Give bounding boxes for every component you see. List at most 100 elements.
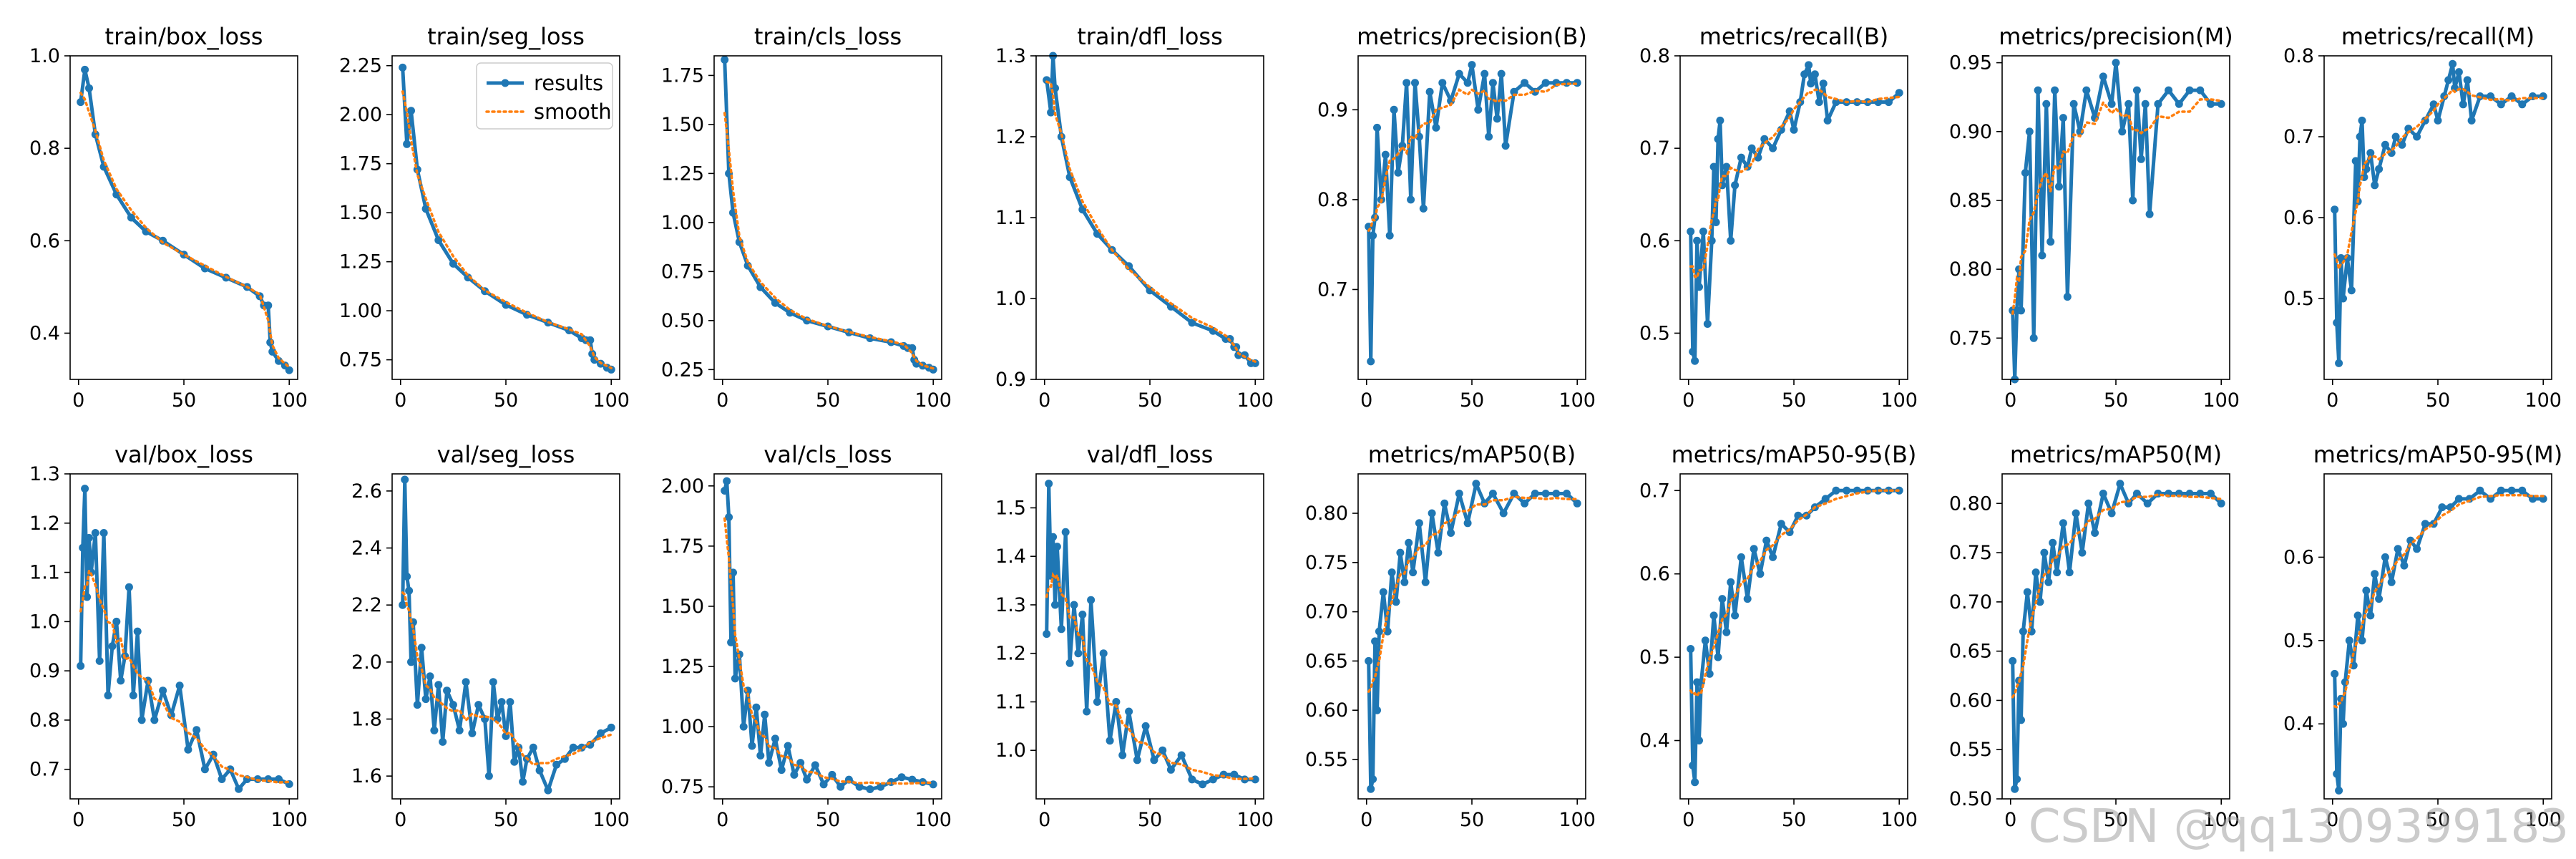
x-tick-label: 50 bbox=[494, 389, 518, 412]
results-point bbox=[484, 772, 493, 780]
results-point bbox=[264, 301, 273, 310]
y-tick-label: 1.0 bbox=[995, 739, 1026, 762]
results-point bbox=[2009, 656, 2017, 665]
axes-frame bbox=[2323, 55, 2552, 380]
results-point bbox=[1843, 486, 1851, 495]
results-point bbox=[1390, 105, 1398, 114]
axes-frame bbox=[1357, 55, 1586, 380]
y-tick-label: 1.50 bbox=[661, 596, 704, 618]
results-point bbox=[85, 84, 93, 92]
results-point bbox=[2358, 116, 2366, 125]
results-point bbox=[117, 676, 125, 685]
results-point bbox=[1369, 775, 1377, 783]
panel-title: val/cls_loss bbox=[763, 441, 892, 468]
results-point bbox=[175, 681, 184, 690]
results-line bbox=[401, 477, 613, 792]
results-point bbox=[1541, 79, 1550, 87]
results-point bbox=[2143, 499, 2152, 508]
results-point bbox=[761, 710, 769, 719]
results-point bbox=[1405, 538, 1413, 547]
results-point bbox=[159, 236, 167, 245]
y-tick-label: 0.55 bbox=[1949, 739, 1992, 761]
results-point bbox=[1455, 490, 1463, 498]
y-tick-label: 1.50 bbox=[339, 202, 382, 224]
results-point bbox=[784, 742, 792, 750]
results-point bbox=[2137, 155, 2145, 163]
results-point bbox=[285, 366, 293, 374]
y-tick-label: 0.6 bbox=[29, 230, 60, 252]
x-tick-label: 50 bbox=[1138, 809, 1162, 831]
results-point bbox=[1133, 756, 1141, 765]
results-point bbox=[2017, 716, 2025, 724]
x-tick-label: 0 bbox=[716, 809, 728, 831]
results-point bbox=[1440, 499, 1449, 508]
results-point bbox=[1177, 751, 1186, 759]
y-tick-label: 1.25 bbox=[661, 162, 704, 185]
results-point bbox=[1832, 486, 1840, 495]
panel-metrics-map50-95-b-: metrics/mAP50-95(B) 0 50 100 0.4 0.5 0.6 0.7 bbox=[1639, 441, 1918, 831]
results-point bbox=[2141, 100, 2150, 108]
results-point bbox=[2207, 100, 2215, 108]
y-tick-label: 0.6 bbox=[1639, 563, 1670, 586]
results-point bbox=[1552, 490, 1561, 498]
results-point bbox=[1455, 69, 1463, 78]
results-point bbox=[2339, 719, 2347, 728]
panel-train-dfl-loss: train/dfl_loss 0 50 100 0.9 1.0 1.1 1.2 1.3 bbox=[995, 23, 1274, 412]
results-point bbox=[2413, 545, 2421, 553]
y-tick-label: 0.80 bbox=[1305, 503, 1348, 525]
results-point bbox=[77, 661, 85, 670]
results-point bbox=[2017, 306, 2025, 315]
y-tick-label: 0.4 bbox=[1639, 730, 1670, 752]
y-tick-label: 0.8 bbox=[29, 709, 60, 732]
results-point bbox=[2371, 181, 2379, 190]
results-point bbox=[866, 785, 874, 793]
x-tick-label: 0 bbox=[1038, 809, 1050, 831]
results-point bbox=[2078, 548, 2087, 557]
axes-frame bbox=[391, 55, 620, 380]
results-point bbox=[1727, 236, 1735, 245]
results-point bbox=[1371, 637, 1380, 646]
results-point bbox=[449, 701, 457, 709]
x-tick-label: 50 bbox=[1460, 389, 1484, 412]
y-tick-label: 0.60 bbox=[1949, 689, 1992, 712]
results-point bbox=[1230, 770, 1239, 779]
results-point bbox=[1188, 775, 1196, 784]
x-tick-label: 50 bbox=[1138, 389, 1162, 412]
x-tick-label: 100 bbox=[270, 389, 308, 412]
smooth-line bbox=[2333, 493, 2545, 709]
y-tick-label: 0.5 bbox=[1639, 322, 1670, 344]
results-point bbox=[2391, 132, 2400, 141]
results-point bbox=[1722, 162, 1731, 171]
x-tick-label: 50 bbox=[2426, 809, 2450, 831]
x-tick-label: 100 bbox=[592, 809, 630, 831]
y-tick-label: 0.6 bbox=[2283, 207, 2314, 229]
x-tick-label: 0 bbox=[1682, 389, 1694, 412]
y-tick-label: 0.8 bbox=[29, 137, 60, 160]
results-point bbox=[607, 723, 615, 732]
results-point bbox=[2116, 480, 2124, 488]
y-tick-label: 2.6 bbox=[351, 480, 382, 503]
results-point bbox=[1769, 144, 1777, 152]
results-point bbox=[1747, 144, 1756, 152]
results-point bbox=[2356, 132, 2364, 141]
results-point bbox=[112, 190, 121, 199]
smooth-line bbox=[1689, 88, 1901, 280]
results-point bbox=[1051, 601, 1059, 609]
x-tick-label: 0 bbox=[1038, 389, 1050, 412]
y-tick-label: 1.0 bbox=[995, 288, 1026, 310]
results-point bbox=[2196, 86, 2205, 94]
results-point bbox=[2185, 490, 2194, 498]
y-tick-label: 0.65 bbox=[1305, 650, 1348, 672]
x-tick-label: 0 bbox=[2004, 809, 2016, 831]
results-point bbox=[2381, 553, 2389, 561]
y-tick-label: 1.1 bbox=[995, 691, 1026, 713]
panel-metrics-precision-b-: metrics/precision(B) 0 50 100 0.7 0.8 0.9 bbox=[1317, 23, 1596, 412]
results-point bbox=[1057, 625, 1065, 634]
legend-results-label: results bbox=[534, 71, 603, 95]
results-point bbox=[2467, 116, 2476, 125]
axes-frame bbox=[2001, 55, 2230, 380]
legend-results-marker bbox=[501, 79, 509, 87]
results-point bbox=[1531, 490, 1539, 498]
results-point bbox=[1434, 548, 1443, 557]
